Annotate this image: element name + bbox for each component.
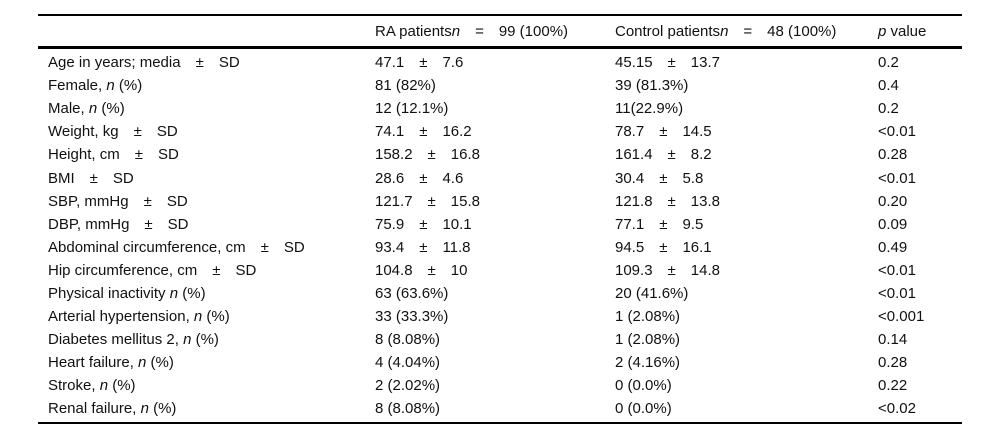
ra-value: 158.2 ±16.8 [375,146,480,164]
p-value: 0.2 [878,100,899,118]
p-value: 0.49 [878,238,908,256]
p-value: 0.22 [878,377,908,395]
table-row: Weight, kg ± SD 74.1 ±16.2 78.7 ±14.5 <0.01 [38,120,962,143]
ra-value: 121.7 ±15.8 [375,192,480,210]
control-value: 78.7 ±14.5 [615,123,712,141]
ra-value: 81 (82%) [375,77,436,95]
table-bottom-rule [38,421,962,424]
table-row: Hip circumference, cm ± SD 104.8 ±10 109.3 ±14… [38,259,962,282]
control-value: 0 (0.0%) [615,377,672,395]
ra-value: 28.6 ±4.6 [375,169,464,187]
control-value: 1 (2.08%) [615,308,681,326]
ra-value: 63 (63.6%) [375,284,449,302]
header-control-patients: Control patientsn = 48 (100%) [615,22,837,40]
p-value: 0.28 [878,354,908,372]
ra-value: 47.1 ±7.6 [375,54,464,72]
control-value: 121.8 ±13.8 [615,192,720,210]
row-label: Height, cm ± SD [48,146,179,164]
row-label: Female, n (%) [48,77,143,95]
table-body: Age in years; media ± SD 47.1 ±7.6 45.15 ±13.7… [38,49,962,421]
table-row: Abdominal circumference, cm ± SD 93.4 ±11.8 9… [38,236,962,259]
p-value: 0.20 [878,192,908,210]
header-ra-patients: RA patientsn = 99 (100%) [375,22,569,40]
table-row: Heart failure, n (%) 4 (4.04%) 2 (4.16%) 0.… [38,351,962,374]
table-row: Male, n (%) 12 (12.1%) 11(22.9%) 0.2 [38,97,962,120]
table-row: Stroke, n (%) 2 (2.02%) 0 (0.0%) 0.22 [38,374,962,397]
control-value: 39 (81.3%) [615,77,689,95]
row-label: Abdominal circumference, cm ± SD [48,238,305,256]
ra-value: 8 (8.08%) [375,400,441,418]
ra-value: 4 (4.04%) [375,354,441,372]
ra-value: 93.4 ±11.8 [375,238,471,256]
control-value: 0 (0.0%) [615,400,672,418]
row-label: Weight, kg ± SD [48,123,178,141]
table-row: Physical inactivity n (%) 63 (63.6%) 20 (4… [38,282,962,305]
control-value: 94.5 ±16.1 [615,238,712,256]
row-label: Stroke, n (%) [48,377,136,395]
p-value: <0.01 [878,169,916,187]
control-value: 2 (4.16%) [615,354,681,372]
table-row: Age in years; media ± SD 47.1 ±7.6 45.15 ±13.7… [38,51,962,74]
p-value: 0.28 [878,146,908,164]
p-value: 0.2 [878,54,899,72]
row-label: Physical inactivity n (%) [48,284,206,302]
table-row: Arterial hypertension, n (%) 33 (33.3%) 1 … [38,305,962,328]
patient-comparison-table: RA patientsn = 99 (100%) Control patientsn… [38,14,962,424]
table-row: BMI ± SD 28.6 ±4.6 30.4 ±5.8 <0.01 [38,166,962,189]
control-value: 77.1 ±9.5 [615,215,704,233]
p-value: <0.001 [878,308,925,326]
row-label: BMI ± SD [48,169,134,187]
table-row: Renal failure, n (%) 8 (8.08%) 0 (0.0%) <0.… [38,397,962,420]
p-value: <0.01 [878,123,916,141]
control-value: 45.15 ±13.7 [615,54,720,72]
row-label: Male, n (%) [48,100,125,118]
ra-value: 104.8 ±10 [375,261,468,279]
row-label: DBP, mmHg ± SD [48,215,189,233]
control-value: 20 (41.6%) [615,284,689,302]
control-value: 161.4 ±8.2 [615,146,712,164]
control-value: 30.4 ±5.8 [615,169,704,187]
control-value: 1 (2.08%) [615,331,681,349]
p-value: 0.4 [878,77,899,95]
control-value: 109.3 ±14.8 [615,261,720,279]
p-value: 0.09 [878,215,908,233]
ra-value: 12 (12.1%) [375,100,449,118]
table-header-row: RA patientsn = 99 (100%) Control patientsn… [38,14,962,49]
p-value: <0.02 [878,400,916,418]
table-row: Female, n (%) 81 (82%) 39 (81.3%) 0.4 [38,74,962,97]
row-label: SBP, mmHg ± SD [48,192,188,210]
ra-value: 75.9 ±10.1 [375,215,472,233]
ra-value: 2 (2.02%) [375,377,441,395]
header-p-value: p value [878,22,927,40]
row-label: Renal failure, n (%) [48,400,177,418]
control-value: 11(22.9%) [615,100,684,118]
table-row: Diabetes mellitus 2, n (%) 8 (8.08%) 1 (2.… [38,328,962,351]
ra-value: 74.1 ±16.2 [375,123,472,141]
table-row: SBP, mmHg ± SD 121.7 ±15.8 121.8 ±13.8 0.20 [38,190,962,213]
p-value: 0.14 [878,331,908,349]
row-label: Hip circumference, cm ± SD [48,261,257,279]
p-value: <0.01 [878,284,916,302]
row-label: Diabetes mellitus 2, n (%) [48,331,219,349]
table-row: DBP, mmHg ± SD 75.9 ±10.1 77.1 ±9.5 0.09 [38,213,962,236]
ra-value: 8 (8.08%) [375,331,441,349]
table-row: Height, cm ± SD 158.2 ±16.8 161.4 ±8.2 0.28 [38,143,962,166]
row-label: Heart failure, n (%) [48,354,174,372]
p-value: <0.01 [878,261,916,279]
row-label: Age in years; media ± SD [48,54,240,72]
row-label: Arterial hypertension, n (%) [48,308,230,326]
ra-value: 33 (33.3%) [375,308,449,326]
